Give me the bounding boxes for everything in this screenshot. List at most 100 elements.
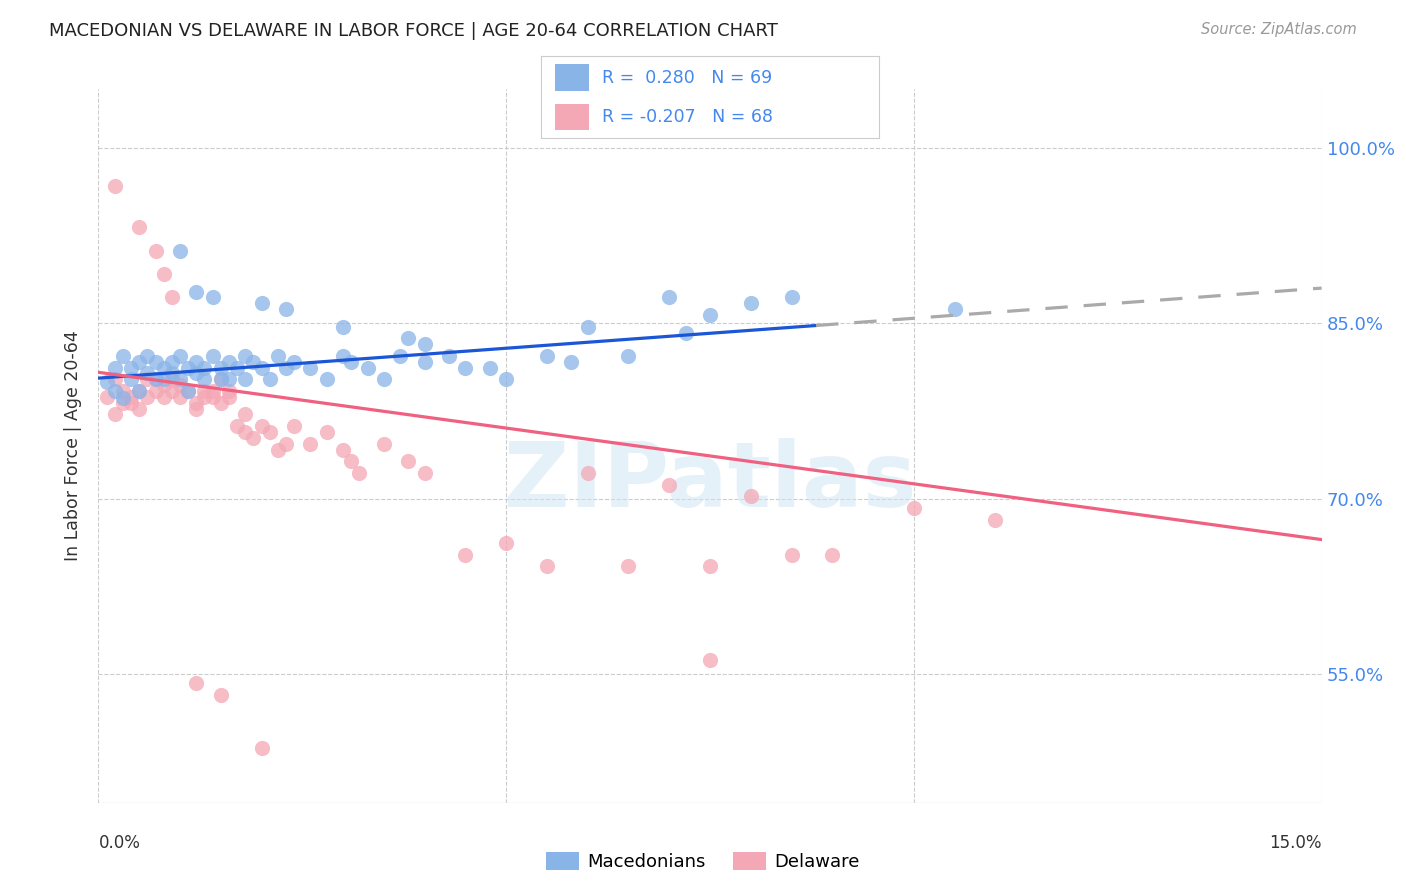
Point bbox=[193, 384, 215, 398]
Point bbox=[315, 425, 337, 439]
Point bbox=[454, 548, 477, 562]
Point bbox=[780, 548, 803, 562]
Point bbox=[233, 349, 256, 363]
Point bbox=[576, 319, 599, 334]
Point bbox=[242, 355, 264, 369]
Point bbox=[128, 384, 150, 398]
Point bbox=[356, 360, 378, 375]
Point bbox=[233, 425, 256, 439]
Point bbox=[152, 378, 174, 392]
Point bbox=[111, 395, 134, 409]
Point bbox=[340, 454, 363, 468]
Point bbox=[193, 390, 215, 404]
Point bbox=[259, 425, 281, 439]
Point bbox=[104, 360, 127, 375]
Point bbox=[699, 559, 721, 574]
Point bbox=[218, 390, 240, 404]
Point bbox=[233, 372, 256, 386]
Point bbox=[160, 290, 183, 304]
Point bbox=[699, 653, 721, 667]
Point bbox=[740, 489, 762, 503]
Point bbox=[177, 360, 200, 375]
Point bbox=[120, 372, 142, 386]
Point bbox=[160, 355, 183, 369]
Point bbox=[478, 360, 501, 375]
Point bbox=[396, 331, 419, 345]
Point bbox=[218, 384, 240, 398]
Point bbox=[128, 220, 150, 235]
Point bbox=[160, 384, 183, 398]
Point bbox=[120, 395, 142, 409]
Point bbox=[299, 436, 322, 450]
Point bbox=[169, 349, 191, 363]
Point bbox=[160, 372, 183, 386]
Point bbox=[169, 244, 191, 258]
Point bbox=[675, 326, 697, 340]
Point bbox=[111, 391, 134, 405]
Point bbox=[177, 384, 200, 398]
Point bbox=[145, 372, 167, 386]
Point bbox=[152, 390, 174, 404]
Text: ZIPatlas: ZIPatlas bbox=[503, 438, 917, 525]
Point bbox=[201, 390, 224, 404]
Point bbox=[218, 355, 240, 369]
Point bbox=[120, 360, 142, 375]
Point bbox=[111, 349, 134, 363]
Point bbox=[169, 378, 191, 392]
Point bbox=[332, 349, 354, 363]
Point bbox=[274, 360, 297, 375]
Point bbox=[145, 355, 167, 369]
Point bbox=[152, 372, 174, 386]
Point bbox=[226, 419, 249, 434]
Point bbox=[209, 372, 232, 386]
Point bbox=[201, 290, 224, 304]
Point bbox=[111, 384, 134, 398]
Point bbox=[283, 355, 305, 369]
Point bbox=[145, 372, 167, 386]
Point bbox=[169, 390, 191, 404]
Point bbox=[104, 372, 127, 386]
Point bbox=[903, 501, 925, 516]
Point bbox=[283, 419, 305, 434]
Point bbox=[259, 372, 281, 386]
Point bbox=[340, 355, 363, 369]
Point bbox=[250, 296, 273, 310]
Point bbox=[274, 436, 297, 450]
Point bbox=[193, 372, 215, 386]
Point bbox=[943, 302, 966, 317]
Point bbox=[740, 296, 762, 310]
Point bbox=[186, 401, 208, 416]
Point bbox=[267, 442, 290, 457]
Point bbox=[274, 302, 297, 317]
Point bbox=[104, 179, 127, 194]
Point bbox=[396, 454, 419, 468]
Point bbox=[315, 372, 337, 386]
Legend: Macedonians, Delaware: Macedonians, Delaware bbox=[538, 845, 868, 879]
Point bbox=[332, 442, 354, 457]
Point bbox=[193, 360, 215, 375]
Point bbox=[209, 372, 232, 386]
Point bbox=[96, 390, 118, 404]
Point bbox=[186, 367, 208, 381]
Point bbox=[104, 408, 127, 422]
Point bbox=[145, 384, 167, 398]
Point bbox=[120, 390, 142, 404]
Point bbox=[821, 548, 844, 562]
Text: R =  0.280   N = 69: R = 0.280 N = 69 bbox=[602, 69, 772, 87]
Point bbox=[136, 367, 159, 381]
Point bbox=[495, 536, 517, 550]
Point bbox=[128, 384, 150, 398]
Point bbox=[152, 360, 174, 375]
Point bbox=[233, 408, 256, 422]
Point bbox=[413, 466, 436, 480]
Point bbox=[186, 676, 208, 690]
Point bbox=[437, 349, 460, 363]
Point bbox=[128, 355, 150, 369]
Point bbox=[160, 367, 183, 381]
Point bbox=[201, 384, 224, 398]
Point bbox=[349, 466, 371, 480]
Point bbox=[186, 395, 208, 409]
Point bbox=[658, 290, 681, 304]
Point bbox=[209, 360, 232, 375]
Point bbox=[209, 688, 232, 702]
